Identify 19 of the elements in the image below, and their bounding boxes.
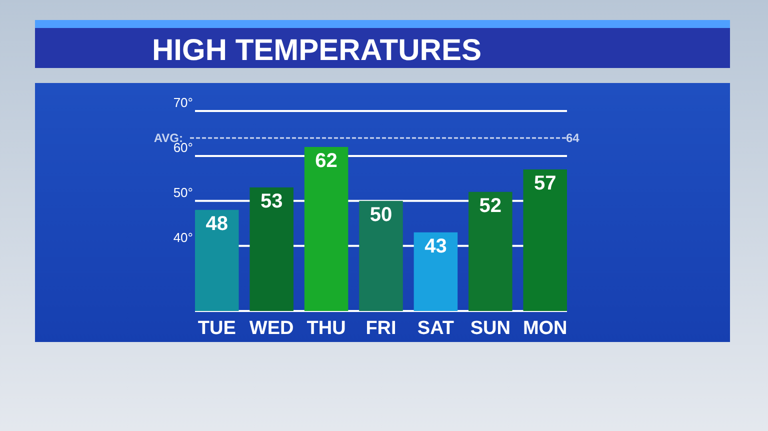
annotation: 64	[566, 130, 580, 145]
x-tick-label: WED	[249, 318, 294, 339]
y-tick-label: 70°	[173, 95, 193, 110]
x-tick-label: SAT	[417, 318, 454, 339]
x-tick-label: FRI	[366, 318, 396, 339]
data-label: 53	[260, 190, 283, 212]
x-tick-label: SUN	[470, 318, 510, 339]
y-tick-label: 50°	[173, 184, 193, 200]
y-tick-label: 40°	[173, 230, 193, 245]
data-label: 43	[424, 235, 447, 258]
x-tick-label: MON	[522, 318, 568, 339]
data-label: 48	[206, 212, 228, 235]
x-tick-label: TUE	[198, 318, 236, 339]
data-label: 57	[534, 172, 556, 194]
data-label: 52	[479, 194, 502, 217]
data-label: 50	[370, 204, 392, 226]
x-tick-label: THU	[306, 318, 346, 339]
data-label: 62	[315, 150, 338, 172]
chart-title: HIGH TEMPERATURES	[152, 34, 482, 67]
